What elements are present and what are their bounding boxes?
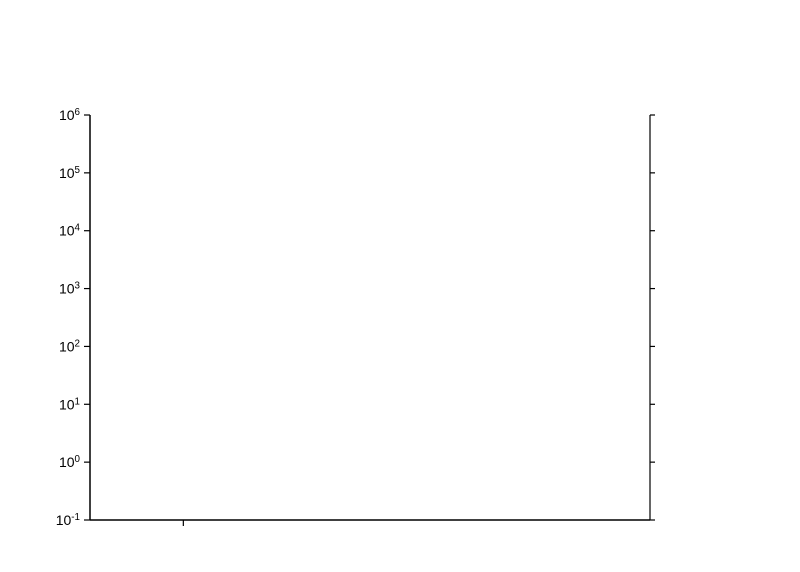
viral-load-chart: 10-1100101102103104105106 bbox=[0, 0, 800, 572]
